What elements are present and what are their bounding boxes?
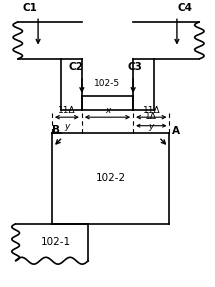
- Text: 102-5: 102-5: [94, 79, 121, 88]
- Text: 102-2: 102-2: [96, 173, 126, 183]
- Text: 11Δ: 11Δ: [143, 106, 160, 115]
- Text: 1Δ: 1Δ: [145, 113, 157, 121]
- Text: A: A: [172, 126, 180, 136]
- Text: C3: C3: [128, 62, 143, 72]
- Text: 11Δ: 11Δ: [58, 106, 76, 115]
- Text: C1: C1: [22, 3, 37, 13]
- Text: y: y: [149, 122, 154, 131]
- Text: x: x: [105, 106, 110, 115]
- Text: B: B: [52, 125, 60, 135]
- Text: C2: C2: [68, 62, 83, 72]
- Text: C4: C4: [178, 3, 193, 13]
- Text: 102-1: 102-1: [41, 237, 71, 247]
- Text: y: y: [64, 122, 70, 131]
